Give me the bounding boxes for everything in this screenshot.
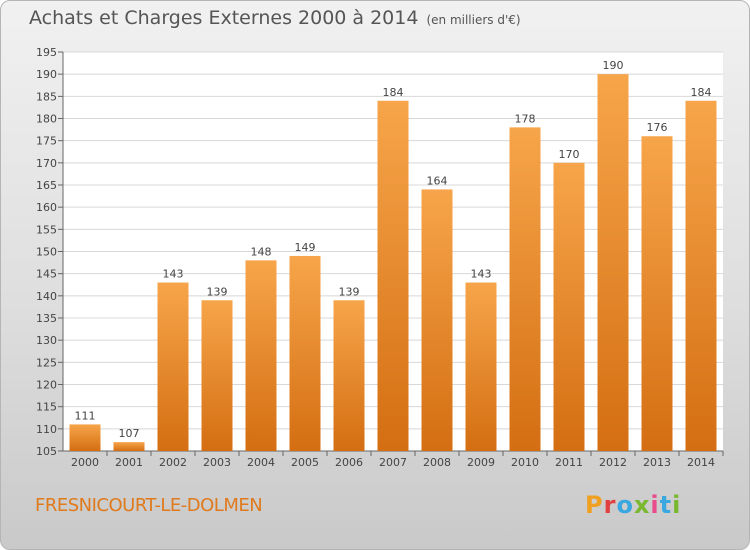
y-tick-label: 155 [36,223,57,236]
value-label-2004: 148 [251,245,272,258]
y-tick-label: 180 [36,113,57,126]
y-tick-label: 140 [36,290,57,303]
value-label-2008: 164 [427,174,448,187]
chart-unit: (en milliers d'€) [426,13,521,27]
bar-2013 [641,136,673,451]
bar-2001 [113,442,145,451]
y-tick-label: 150 [36,246,57,259]
bar-2009 [465,282,497,451]
y-tick-label: 135 [36,312,57,325]
x-tick-label-2008: 2008 [423,456,451,469]
value-label-2001: 107 [119,427,140,440]
value-label-2012: 190 [603,59,624,72]
value-label-2006: 139 [339,285,360,298]
x-tick-label-2001: 2001 [115,456,143,469]
value-label-2002: 143 [163,268,184,281]
y-tick-label: 170 [36,157,57,170]
bar-2012 [597,74,629,452]
x-tick-label-2012: 2012 [599,456,627,469]
value-label-2007: 184 [383,86,404,99]
y-tick-label: 110 [36,423,57,436]
x-tick-label-2013: 2013 [643,456,671,469]
y-tick-label: 120 [36,379,57,392]
y-tick-label: 145 [36,268,57,281]
bar-2005 [289,255,321,451]
bar-2007 [377,100,409,452]
x-tick-label-2005: 2005 [291,456,319,469]
y-tick-label: 105 [36,445,57,458]
x-tick-label-2010: 2010 [511,456,539,469]
x-tick-label-2014: 2014 [687,456,715,469]
bar-2002 [157,282,189,451]
y-tick-label: 185 [36,90,57,103]
value-label-2014: 184 [691,86,712,99]
value-label-2005: 149 [295,241,316,254]
x-tick-label-2002: 2002 [159,456,187,469]
commune-name: FRESNICOURT-LE-DOLMEN [35,495,263,516]
y-tick-label: 175 [36,135,57,148]
bar-2006 [333,300,365,451]
bar-2010 [509,127,541,451]
chart-title: Achats et Charges Externes 2000 à 2014 (e… [29,7,521,29]
y-tick-label: 125 [36,356,57,369]
y-tick-label: 165 [36,179,57,192]
bar-2014 [685,100,717,452]
x-tick-label-2007: 2007 [379,456,407,469]
chart-title-text: Achats et Charges Externes 2000 à 2014 [29,7,419,29]
value-label-2000: 111 [75,409,96,422]
y-tick-label: 130 [36,334,57,347]
value-label-2011: 170 [559,148,580,161]
bar-2011 [553,162,585,452]
x-tick-label-2000: 2000 [71,456,99,469]
x-tick-label-2011: 2011 [555,456,583,469]
x-tick-label-2009: 2009 [467,456,495,469]
brand-logo: Proxiti [585,491,682,519]
x-tick-label-2003: 2003 [203,456,231,469]
value-label-2003: 139 [207,285,228,298]
y-tick-label: 115 [36,401,57,414]
y-tick-label: 190 [36,68,57,81]
bar-2004 [245,260,277,451]
value-label-2010: 178 [515,112,536,125]
y-tick-label: 160 [36,201,57,214]
y-tick-label: 195 [36,46,57,59]
bar-2003 [201,300,233,451]
value-label-2013: 176 [647,121,668,134]
bar-2008 [421,189,453,451]
value-label-2009: 143 [471,268,492,281]
x-tick-label-2006: 2006 [335,456,363,469]
x-tick-label-2004: 2004 [247,456,275,469]
bar-2000 [69,424,101,451]
